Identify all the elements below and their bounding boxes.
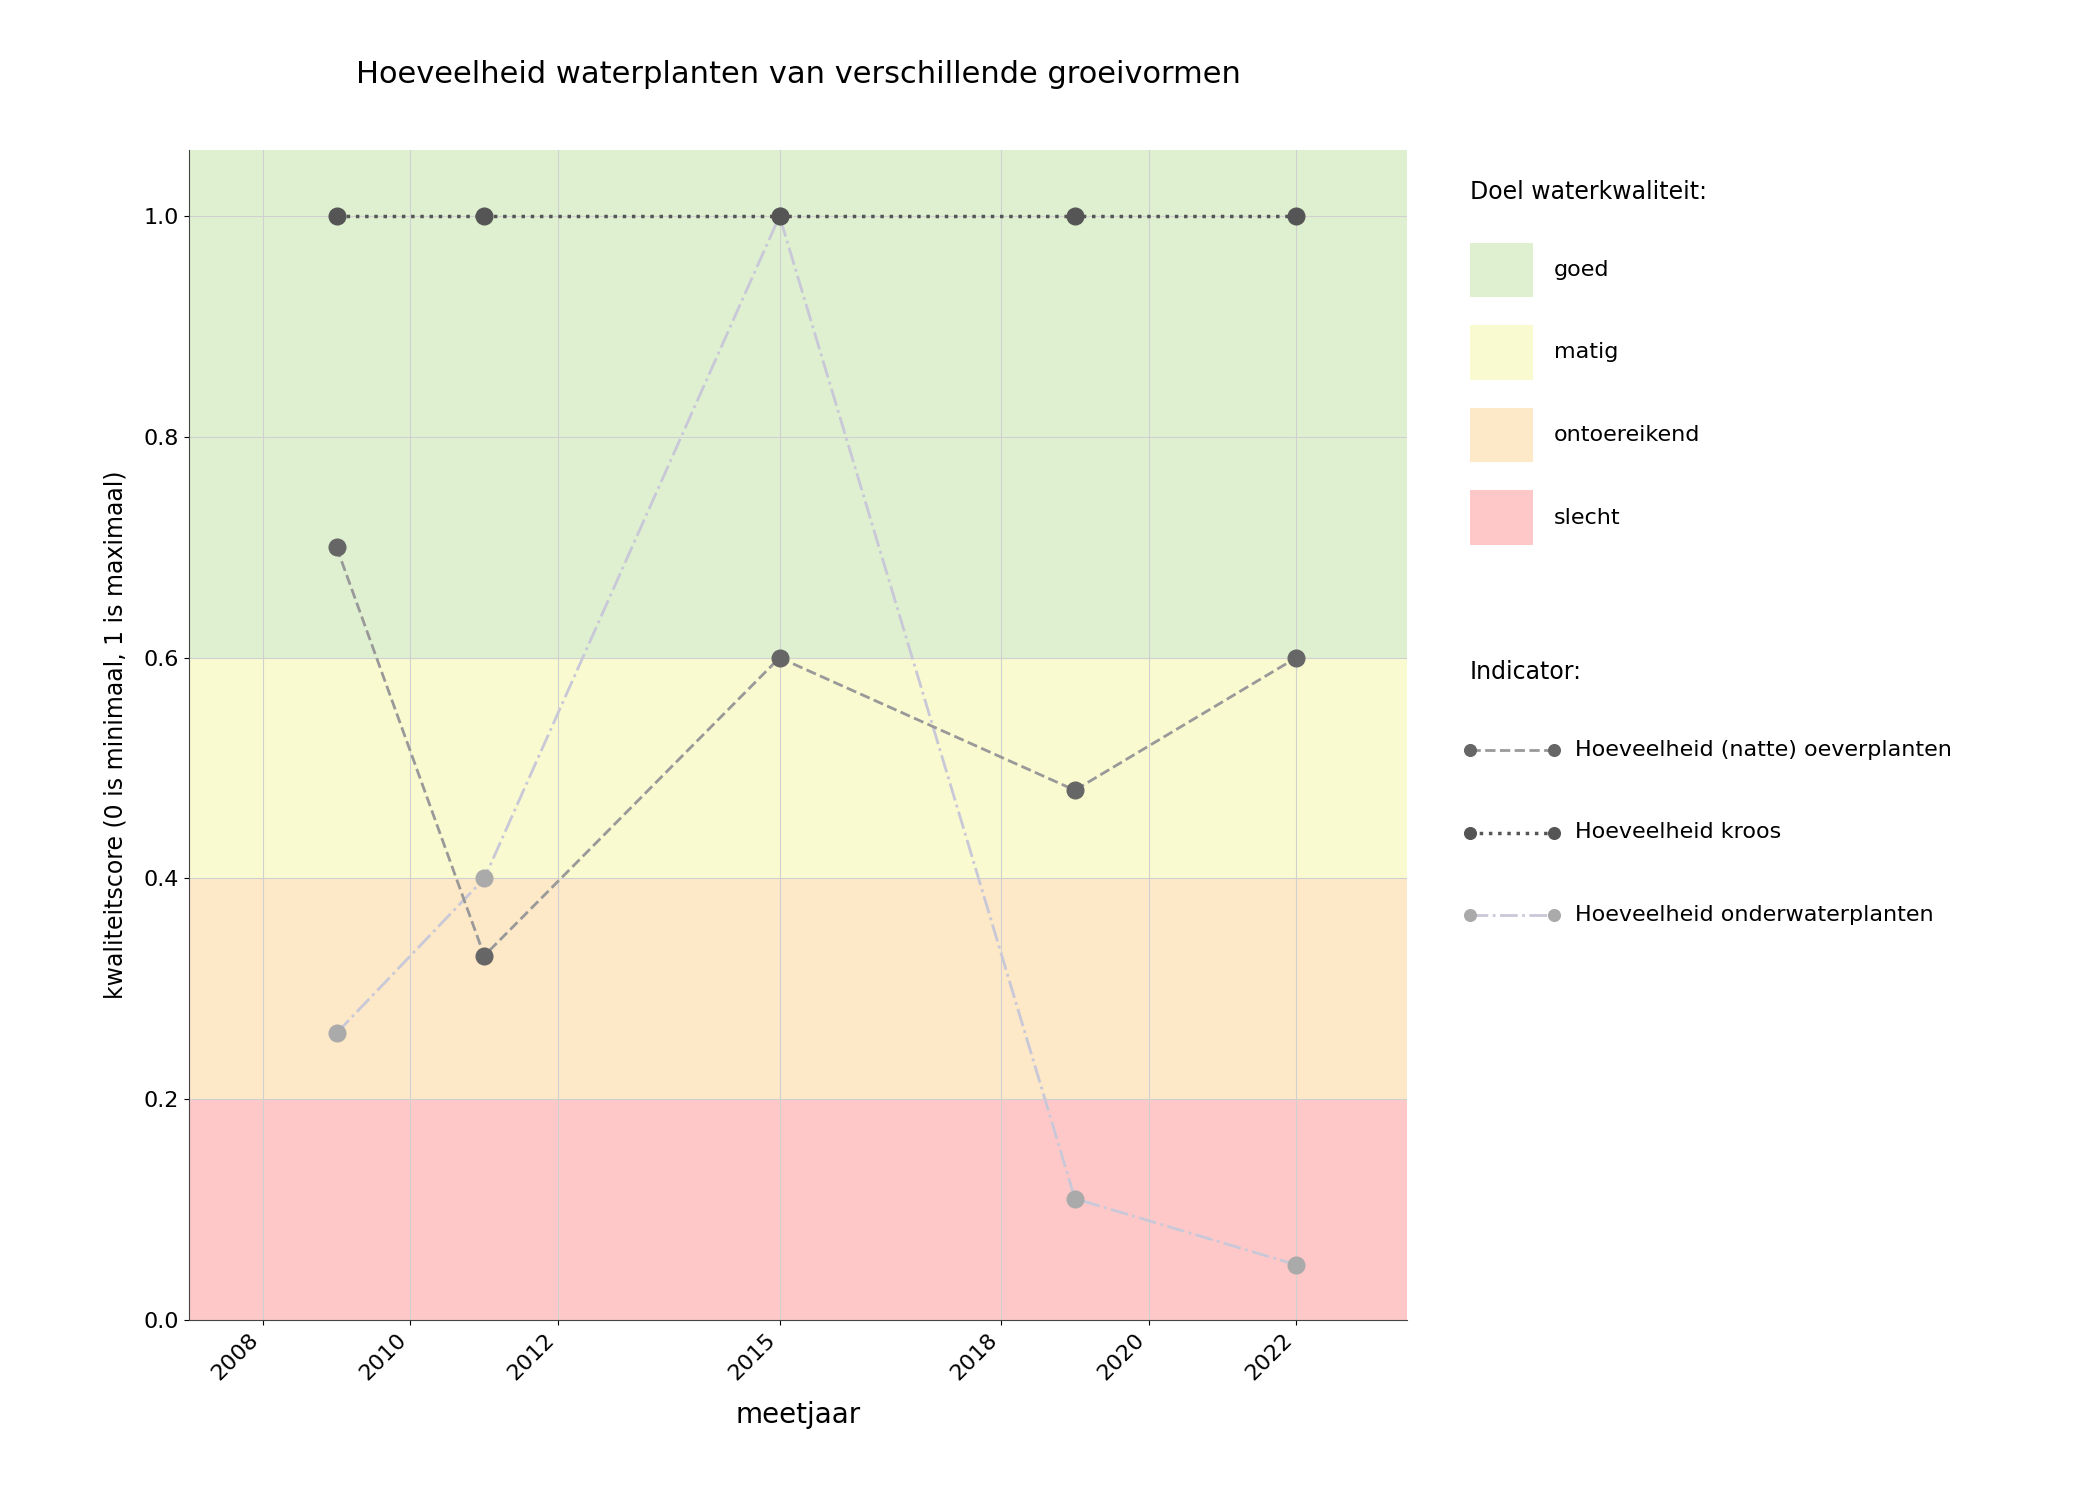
- Y-axis label: kwaliteitscore (0 is minimaal, 1 is maximaal): kwaliteitscore (0 is minimaal, 1 is maxi…: [103, 471, 128, 999]
- Bar: [189, 150, 1407, 657]
- Text: Hoeveelheid kroos: Hoeveelheid kroos: [1575, 822, 1781, 843]
- X-axis label: meetjaar: meetjaar: [735, 1401, 861, 1428]
- Bar: [189, 879, 1407, 1100]
- Text: Indicator:: Indicator:: [1470, 660, 1581, 684]
- Text: Hoeveelheid onderwaterplanten: Hoeveelheid onderwaterplanten: [1575, 904, 1934, 926]
- Text: slecht: slecht: [1554, 507, 1621, 528]
- Text: ontoereikend: ontoereikend: [1554, 424, 1701, 445]
- Bar: [189, 657, 1407, 879]
- Text: Hoeveelheid waterplanten van verschillende groeivormen: Hoeveelheid waterplanten van verschillen…: [355, 60, 1241, 88]
- Text: Hoeveelheid (natte) oeverplanten: Hoeveelheid (natte) oeverplanten: [1575, 740, 1951, 760]
- Text: matig: matig: [1554, 342, 1619, 363]
- Text: goed: goed: [1554, 260, 1609, 280]
- Bar: [189, 1100, 1407, 1320]
- Text: Doel waterkwaliteit:: Doel waterkwaliteit:: [1470, 180, 1707, 204]
